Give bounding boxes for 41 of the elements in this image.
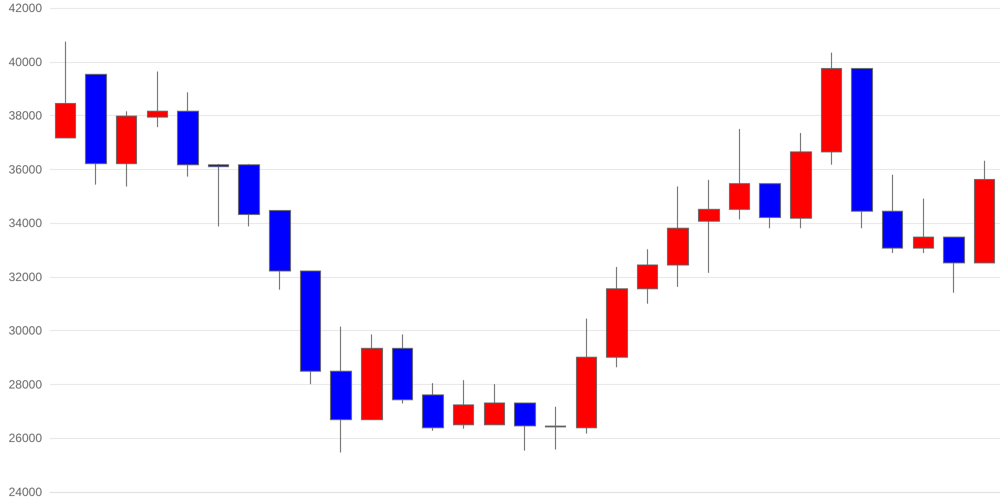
candlestick (759, 183, 781, 229)
y-tick-label: 24000 (8, 485, 42, 499)
candlestick (821, 52, 842, 166)
candlestick (392, 334, 413, 404)
candlestick (667, 186, 689, 288)
candlestick (790, 132, 812, 229)
y-tick-label: 32000 (8, 270, 42, 284)
y-tick-label: 28000 (8, 377, 42, 392)
candlestick (851, 68, 873, 229)
candlestick (177, 92, 199, 178)
candlestick (300, 270, 321, 385)
candlestick (269, 210, 291, 290)
candlestick (238, 163, 260, 227)
candlestick (147, 70, 168, 128)
candlestick (422, 382, 444, 432)
y-tick-label: 34000 (8, 216, 42, 230)
candlestick (943, 236, 965, 294)
candlestick (882, 174, 903, 254)
candlestick (545, 406, 566, 450)
candlestick (729, 128, 750, 220)
candlestick (913, 198, 934, 254)
y-tick-label: 42000 (8, 1, 42, 15)
candlestick (361, 334, 383, 420)
candlestick (637, 248, 658, 304)
candlestick (453, 380, 474, 430)
y-tick-label: 38000 (8, 108, 42, 123)
candlestick (974, 160, 995, 264)
candlestick (484, 384, 505, 426)
candlestick (116, 110, 137, 188)
candlestick (576, 318, 597, 434)
candlestick (330, 326, 352, 453)
candlestick (55, 41, 76, 138)
y-tick-label: 30000 (8, 324, 42, 338)
y-tick-label: 36000 (8, 162, 42, 176)
candlestick (85, 74, 107, 186)
y-tick-label: 26000 (8, 431, 42, 446)
candlestick (698, 179, 720, 274)
candlestick (606, 266, 628, 368)
y-tick-label: 40000 (8, 54, 42, 69)
candlestick (208, 163, 229, 227)
candlestick (514, 402, 536, 452)
